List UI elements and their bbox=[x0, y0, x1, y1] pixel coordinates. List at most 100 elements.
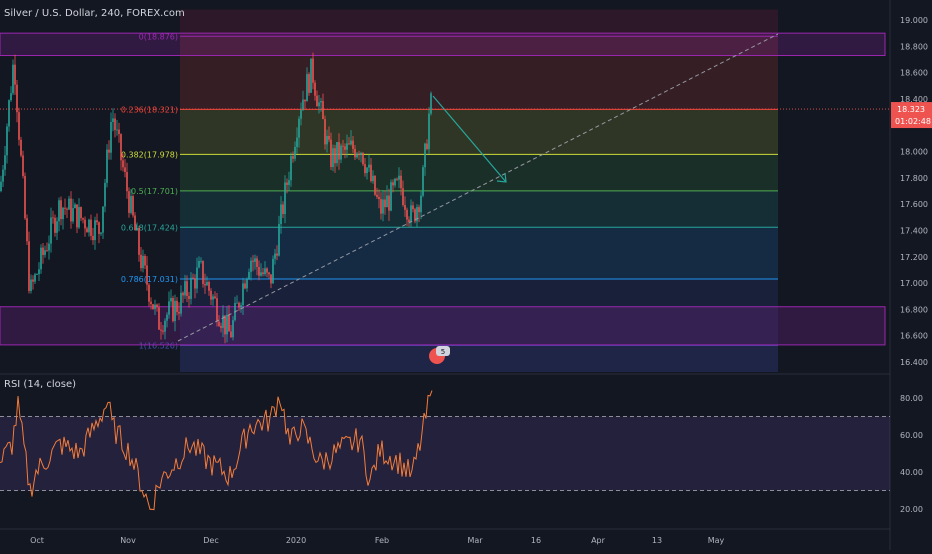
time-tick-label: 13 bbox=[652, 536, 662, 545]
candle-body bbox=[262, 272, 264, 274]
rsi-tick-label: 40.00 bbox=[900, 468, 923, 477]
candle-body bbox=[162, 330, 164, 332]
candle-body bbox=[276, 253, 278, 256]
candle-body bbox=[374, 175, 376, 195]
candle-body bbox=[68, 198, 70, 210]
candle-body bbox=[240, 305, 242, 308]
event-count-bubble bbox=[436, 346, 450, 356]
candle-body bbox=[366, 167, 368, 174]
fib-band bbox=[180, 190, 778, 228]
candle-body bbox=[292, 156, 294, 159]
candle-body bbox=[94, 220, 96, 241]
candle-body bbox=[128, 191, 130, 213]
candle-body bbox=[408, 219, 410, 223]
candle-body bbox=[202, 260, 204, 284]
candle-body bbox=[298, 118, 300, 138]
fib-level-label: 0.382(17.978) bbox=[121, 150, 178, 159]
rsi-tick-label: 60.00 bbox=[900, 431, 923, 440]
candle-body bbox=[106, 149, 108, 183]
candle-body bbox=[102, 206, 104, 233]
candle-body bbox=[44, 250, 46, 255]
candle-body bbox=[100, 232, 102, 234]
candle-body bbox=[158, 307, 160, 330]
candle-body bbox=[308, 74, 310, 93]
candle-body bbox=[242, 283, 244, 306]
candle-body bbox=[4, 155, 6, 170]
candle-body bbox=[134, 215, 136, 231]
candle-body bbox=[172, 297, 174, 322]
candle-body bbox=[142, 255, 144, 269]
candle-body bbox=[180, 292, 182, 314]
candle-body bbox=[6, 126, 8, 156]
candle-body bbox=[70, 198, 72, 222]
candle-body bbox=[126, 172, 128, 192]
candle-body bbox=[228, 314, 230, 332]
candle-body bbox=[246, 278, 248, 289]
fib-band bbox=[180, 227, 778, 279]
candle-body bbox=[30, 279, 32, 291]
candle-body bbox=[382, 199, 384, 214]
price-tick-label: 16.600 bbox=[900, 332, 928, 341]
candle-body bbox=[220, 325, 222, 328]
candle-body bbox=[130, 196, 132, 213]
price-tick-label: 17.800 bbox=[900, 174, 928, 183]
candle-body bbox=[14, 64, 16, 85]
candle-body bbox=[40, 247, 42, 270]
candle-body bbox=[18, 112, 20, 140]
candle-body bbox=[140, 254, 142, 269]
candle-body bbox=[394, 178, 396, 186]
candle-body bbox=[196, 267, 198, 289]
fib-level-label: 0.786(17.031) bbox=[121, 275, 178, 284]
candle-body bbox=[0, 181, 2, 191]
candle-body bbox=[372, 175, 374, 182]
candle-body bbox=[190, 277, 192, 299]
candle-body bbox=[378, 196, 380, 200]
candle-body bbox=[222, 315, 224, 328]
candle-body bbox=[116, 129, 118, 131]
candle-body bbox=[62, 207, 64, 220]
candle-body bbox=[22, 155, 24, 176]
candle-body bbox=[226, 314, 228, 335]
symbol-legend[interactable]: Silver / U.S. Dollar, 240, FOREX.com bbox=[4, 8, 185, 19]
candle-body bbox=[92, 235, 94, 241]
candle-body bbox=[38, 269, 40, 275]
candle-body bbox=[132, 196, 134, 216]
candle-body bbox=[34, 274, 36, 282]
candle-body bbox=[420, 195, 422, 213]
candle-body bbox=[296, 137, 298, 147]
candle-body bbox=[418, 207, 420, 213]
candle-body bbox=[278, 223, 280, 256]
candle-body bbox=[32, 279, 34, 282]
fib-level-label: 1(16.526) bbox=[139, 341, 178, 350]
candle-body bbox=[186, 281, 188, 297]
candle-body bbox=[356, 153, 358, 158]
fib-level-label: 0.236(18.321) bbox=[121, 105, 178, 114]
candle-body bbox=[56, 221, 58, 233]
candle-body bbox=[426, 143, 428, 150]
candle-body bbox=[64, 207, 66, 209]
candle-body bbox=[238, 302, 240, 308]
rsi-legend[interactable]: RSI (14, close) bbox=[4, 379, 76, 390]
candle-body bbox=[322, 101, 324, 120]
candle-body bbox=[300, 110, 302, 119]
price-tick-label: 16.400 bbox=[900, 358, 928, 367]
candle-body bbox=[170, 297, 172, 302]
candle-body bbox=[66, 208, 68, 210]
candle-body bbox=[224, 315, 226, 335]
candle-body bbox=[256, 258, 258, 267]
price-tick-label: 17.400 bbox=[900, 226, 928, 235]
candle-body bbox=[362, 152, 364, 165]
rsi-line bbox=[0, 390, 433, 511]
candle-body bbox=[20, 139, 22, 156]
candle-body bbox=[328, 135, 330, 140]
candle-body bbox=[324, 119, 326, 145]
candle-body bbox=[358, 153, 360, 156]
fib-band bbox=[180, 154, 778, 191]
candle-body bbox=[316, 95, 318, 107]
candle-body bbox=[78, 207, 80, 228]
candle-body bbox=[46, 250, 48, 252]
candle-body bbox=[50, 217, 52, 244]
candle-body bbox=[254, 258, 256, 262]
